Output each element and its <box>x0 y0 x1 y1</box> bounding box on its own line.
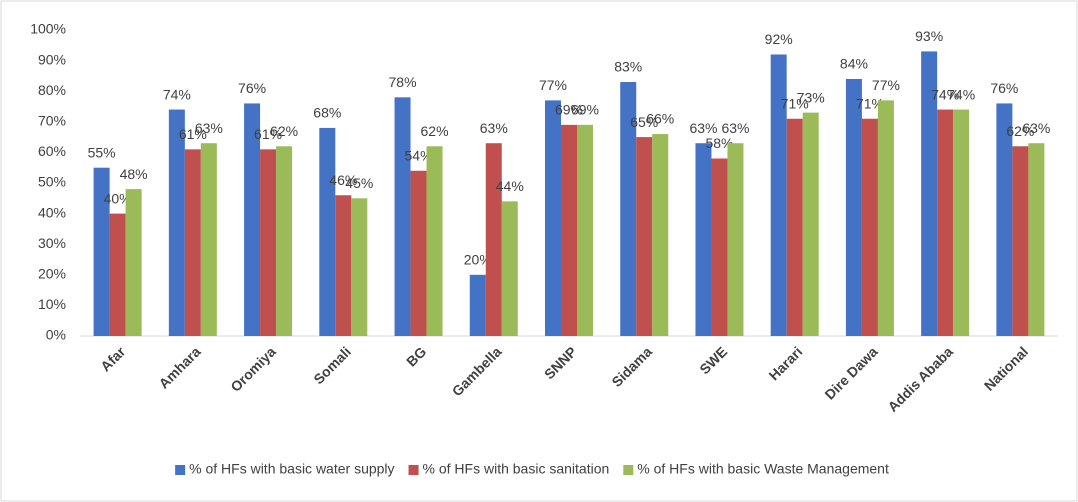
bar <box>711 158 728 336</box>
data-label: 63% <box>195 120 223 136</box>
bar <box>577 124 593 336</box>
data-label: 74% <box>931 86 959 102</box>
legend-label: % of HFs with basic water supply <box>189 461 394 477</box>
legend-swatch <box>175 465 186 475</box>
bar <box>426 146 443 336</box>
legend-swatch <box>623 465 634 475</box>
bar <box>276 146 293 336</box>
data-label: 45% <box>345 175 373 191</box>
data-label: 63% <box>689 120 717 136</box>
bar <box>485 143 502 336</box>
bar <box>727 143 744 336</box>
bar <box>877 100 894 336</box>
bar <box>770 54 787 336</box>
data-label: 71% <box>856 95 884 111</box>
bar <box>620 82 637 337</box>
y-tick-label: 0% <box>46 327 66 343</box>
data-label: 62% <box>421 123 449 139</box>
bar <box>786 118 803 337</box>
data-label: 66% <box>646 111 674 127</box>
data-label: 68% <box>313 105 341 121</box>
data-label: 83% <box>614 59 642 75</box>
bar <box>319 127 336 336</box>
bar <box>200 143 217 336</box>
data-label: 61% <box>179 126 207 142</box>
y-tick-label: 70% <box>38 113 66 129</box>
data-label: 69% <box>571 102 599 118</box>
bar <box>501 201 518 336</box>
y-tick-label: 30% <box>38 235 66 251</box>
data-label: 46% <box>329 172 357 188</box>
data-label: 20% <box>464 252 492 268</box>
bar <box>545 100 561 336</box>
data-label: 77% <box>539 77 567 93</box>
data-label: 48% <box>120 166 148 182</box>
y-tick-label: 60% <box>38 143 66 159</box>
data-label: 54% <box>405 147 433 163</box>
data-label: 77% <box>872 77 900 93</box>
y-tick-label: 20% <box>38 266 66 282</box>
data-label: 62% <box>270 123 298 139</box>
y-tick-label: 50% <box>38 174 66 190</box>
y-tick-label: 80% <box>38 82 66 98</box>
bar <box>861 118 878 337</box>
data-label: 93% <box>915 28 943 44</box>
bar <box>921 51 938 337</box>
bar <box>937 109 954 336</box>
data-label: 92% <box>765 31 793 47</box>
data-label: 63% <box>480 120 508 136</box>
data-label: 76% <box>990 80 1018 96</box>
data-label: 78% <box>389 74 417 90</box>
data-label: 71% <box>781 95 809 111</box>
y-tick-label: 90% <box>38 51 66 67</box>
bar <box>695 143 712 336</box>
bar <box>184 149 201 336</box>
data-label: 58% <box>705 135 733 151</box>
bar <box>1028 143 1045 336</box>
bar <box>394 97 411 336</box>
bar <box>93 167 110 336</box>
data-label: 65% <box>630 114 658 130</box>
bar <box>953 109 970 336</box>
data-label: 55% <box>88 144 116 160</box>
bar <box>802 112 819 337</box>
bar <box>335 195 352 336</box>
data-label: 62% <box>1006 123 1034 139</box>
bar <box>125 189 142 336</box>
data-label: 69% <box>555 102 583 118</box>
bar <box>636 137 653 336</box>
data-label: 61% <box>254 126 282 142</box>
data-label: 73% <box>797 89 825 105</box>
y-tick-label: 100% <box>30 21 66 37</box>
bar <box>168 109 185 336</box>
bar <box>561 124 577 336</box>
legend-label: % of HFs with basic sanitation <box>423 461 610 477</box>
bar <box>1012 146 1029 336</box>
data-label: 74% <box>163 86 191 102</box>
bar <box>351 198 368 336</box>
data-label: 63% <box>721 120 749 136</box>
bar <box>469 274 486 336</box>
y-tick-label: 40% <box>38 204 66 220</box>
bar <box>410 170 427 336</box>
data-label: 76% <box>238 80 266 96</box>
data-label: 44% <box>496 178 524 194</box>
bar <box>260 149 277 336</box>
bar <box>244 103 261 336</box>
data-label: 84% <box>840 56 868 72</box>
legend-swatch <box>408 465 419 475</box>
y-tick-label: 10% <box>38 296 66 312</box>
data-label: 40% <box>104 190 132 206</box>
bar <box>845 78 862 337</box>
bar <box>109 213 126 336</box>
legend-label: % of HFs with basic Waste Management <box>637 461 889 477</box>
bar <box>996 103 1013 336</box>
bar <box>652 134 669 336</box>
data-label: 63% <box>1022 120 1050 136</box>
data-label: 74% <box>947 86 975 102</box>
